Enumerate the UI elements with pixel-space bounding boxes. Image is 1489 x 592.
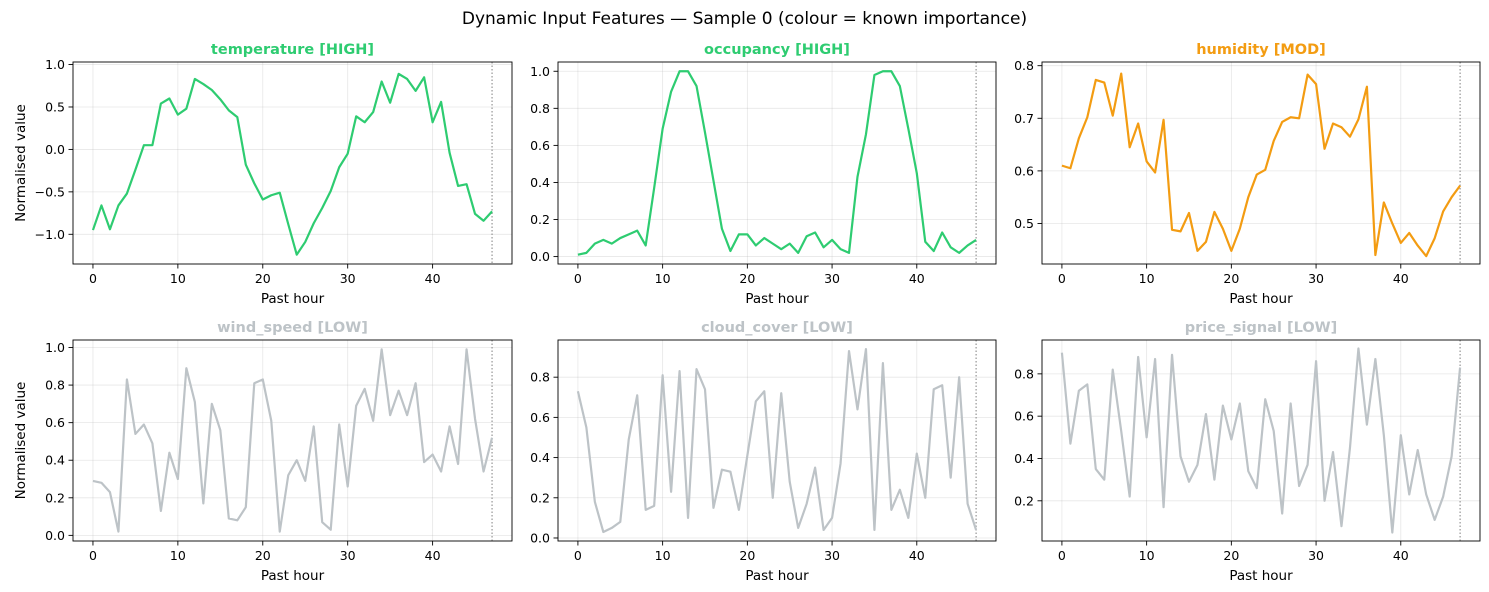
x-tick-label: 0: [89, 271, 97, 286]
y-tick-label: 1.0: [45, 57, 65, 72]
x-tick-label: 10: [170, 271, 186, 286]
axes-frame: [1041, 61, 1481, 265]
x-tick-label: 0: [1058, 271, 1066, 286]
x-tick-label: 0: [1058, 548, 1066, 563]
y-tick-label: 0.8: [1014, 58, 1034, 73]
x-tick-label: 0: [574, 271, 582, 286]
x-axis-label: Past hour: [261, 291, 325, 307]
axes-frame: [557, 61, 997, 265]
series-line: [576, 347, 978, 534]
x-tick-label: 30: [340, 271, 356, 286]
x-tick-label: 10: [170, 548, 186, 563]
x-tick-label: 10: [655, 271, 671, 286]
panel-title: cloud_cover [LOW]: [701, 320, 853, 336]
series-line: [92, 348, 494, 533]
y-tick-label: 0.6: [530, 138, 550, 153]
x-axis-label: Past hour: [1229, 291, 1293, 307]
y-axis-label: Normalised value: [13, 382, 29, 500]
axes-frame: [1041, 339, 1481, 542]
y-tick-label: 0.2: [530, 490, 550, 505]
y-tick-label: 0.2: [1014, 493, 1034, 508]
y-tick-label: 0.2: [530, 212, 550, 227]
y-tick-label: 0.7: [1014, 111, 1034, 126]
y-tick-label: 0.4: [45, 453, 65, 468]
y-tick-label: 0.6: [1014, 409, 1034, 424]
y-tick-label: 0.8: [530, 370, 550, 385]
x-tick-label: 30: [824, 548, 840, 563]
figure-title: Dynamic Input Features — Sample 0 (colou…: [462, 9, 1027, 29]
y-tick-label: 0.8: [45, 378, 65, 393]
panel-2: 0 10 20 30 40 0.5 0.6 0.7 0.8 humidity [MOD] Past …: [1014, 42, 1481, 307]
y-tick-label: 0.5: [1014, 216, 1034, 231]
panel-title: price_signal [LOW]: [1185, 320, 1338, 336]
y-tick-label: 0.6: [530, 410, 550, 425]
x-tick-label: 20: [1223, 271, 1239, 286]
x-tick-label: 20: [739, 548, 755, 563]
x-tick-label: 20: [1223, 548, 1239, 563]
x-tick-label: 0: [89, 548, 97, 563]
series-line: [91, 72, 493, 256]
x-tick-label: 40: [425, 271, 441, 286]
y-tick-label: 0.0: [530, 530, 550, 545]
x-tick-label: 30: [1308, 271, 1324, 286]
y-tick-label: 0.4: [1014, 451, 1034, 466]
axes-frame: [72, 339, 513, 542]
x-tick-label: 40: [909, 271, 925, 286]
x-tick-label: 30: [824, 271, 840, 286]
x-tick-label: 20: [255, 548, 271, 563]
x-tick-label: 20: [255, 271, 271, 286]
y-tick-label: 0.4: [530, 175, 550, 190]
x-tick-label: 10: [1139, 271, 1155, 286]
y-tick-label: 1.0: [530, 64, 550, 79]
x-tick-label: 30: [340, 548, 356, 563]
y-tick-label: 0.0: [530, 249, 550, 264]
panel-title: wind_speed [LOW]: [217, 320, 368, 336]
series-line: [577, 70, 977, 256]
x-tick-label: 40: [425, 548, 441, 563]
y-tick-label: 0.0: [45, 142, 65, 157]
x-axis-label: Past hour: [745, 568, 809, 584]
panel-title: occupancy [HIGH]: [704, 42, 850, 58]
y-tick-label: 0.2: [45, 490, 65, 505]
x-tick-label: 40: [1393, 271, 1409, 286]
x-axis-label: Past hour: [1229, 568, 1293, 584]
panels-group: 0 10 20 30 40 −1.0 −0.5 0.0 0.5 1.0 temperature [H…: [13, 42, 1481, 584]
panel-1: 0 10 20 30 40 0.0 0.2 0.4 0.6 0.8 1.0 occupancy [HI…: [530, 42, 997, 307]
y-tick-label: 1.0: [45, 340, 65, 355]
y-tick-label: 0.0: [45, 528, 65, 543]
y-tick-label: 0.8: [1014, 366, 1034, 381]
x-tick-label: 30: [1308, 548, 1324, 563]
x-tick-label: 20: [739, 271, 755, 286]
axes-frame: [72, 61, 513, 265]
y-tick-label: −1.0: [35, 227, 65, 242]
y-tick-label: 0.6: [45, 415, 65, 430]
y-tick-label: −0.5: [35, 184, 65, 199]
panel-title: temperature [HIGH]: [211, 42, 374, 58]
y-axis-label: Normalised value: [13, 104, 29, 222]
x-axis-label: Past hour: [745, 291, 809, 307]
panel-3: 0 10 20 30 40 0.0 0.2 0.4 0.6 0.8 1.0 wind_speed [L…: [13, 320, 513, 584]
x-axis-label: Past hour: [261, 568, 325, 584]
y-tick-label: 0.6: [1014, 163, 1034, 178]
panel-0: 0 10 20 30 40 −1.0 −0.5 0.0 0.5 1.0 temperature [H…: [13, 42, 513, 307]
y-tick-label: 0.8: [530, 101, 550, 116]
panel-title: humidity [MOD]: [1196, 42, 1326, 58]
x-tick-label: 40: [909, 548, 925, 563]
panel-4: 0 10 20 30 40 0.0 0.2 0.4 0.6 0.8 cloud_cover [LOW…: [530, 320, 997, 584]
x-tick-label: 10: [655, 548, 671, 563]
series-line: [1061, 72, 1461, 258]
series-line: [1060, 347, 1462, 534]
x-tick-label: 40: [1393, 548, 1409, 563]
y-tick-label: 0.5: [45, 99, 65, 114]
x-tick-label: 0: [574, 548, 582, 563]
y-tick-label: 0.4: [530, 450, 550, 465]
axes-frame: [557, 339, 997, 542]
panel-5: 0 10 20 30 40 0.2 0.4 0.6 0.8 price_signal [LOW] P…: [1014, 320, 1481, 584]
x-tick-label: 10: [1139, 548, 1155, 563]
